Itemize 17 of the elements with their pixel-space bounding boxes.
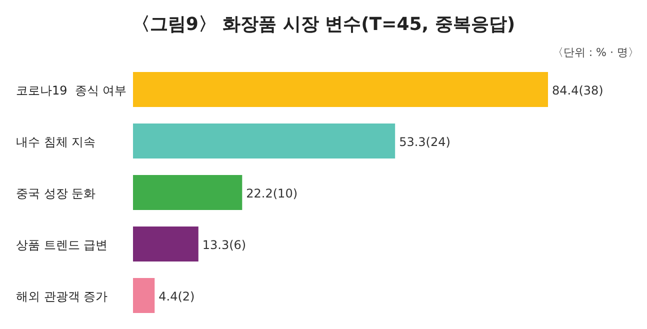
data-label: 4.4(2) [158, 290, 195, 304]
data-label: 84.4(38) [552, 84, 604, 98]
bar [133, 175, 242, 210]
y-tick-label: 내수 침체 지속 [16, 135, 96, 149]
data-label: 13.3(6) [202, 238, 246, 252]
y-tick-label: 해외 관광객 증가 [16, 290, 108, 304]
y-tick-label: 코로나19 종식 여부 [16, 84, 127, 98]
text: 〈단위 : % · 명〉 [552, 46, 639, 59]
chart-title: 〈그림9〉 화장품 시장 변수(T=45, 중복응답) [132, 14, 516, 35]
y-tick-label: 중국 성장 둔화 [16, 186, 96, 200]
bar [133, 226, 198, 262]
y-tick-label: 상품 트렌드 급변 [16, 238, 108, 252]
data-label: 53.3(24) [399, 135, 450, 149]
data-label: 22.2(10) [246, 186, 298, 200]
bar [133, 124, 396, 158]
bar [133, 72, 548, 107]
bar [133, 278, 155, 313]
